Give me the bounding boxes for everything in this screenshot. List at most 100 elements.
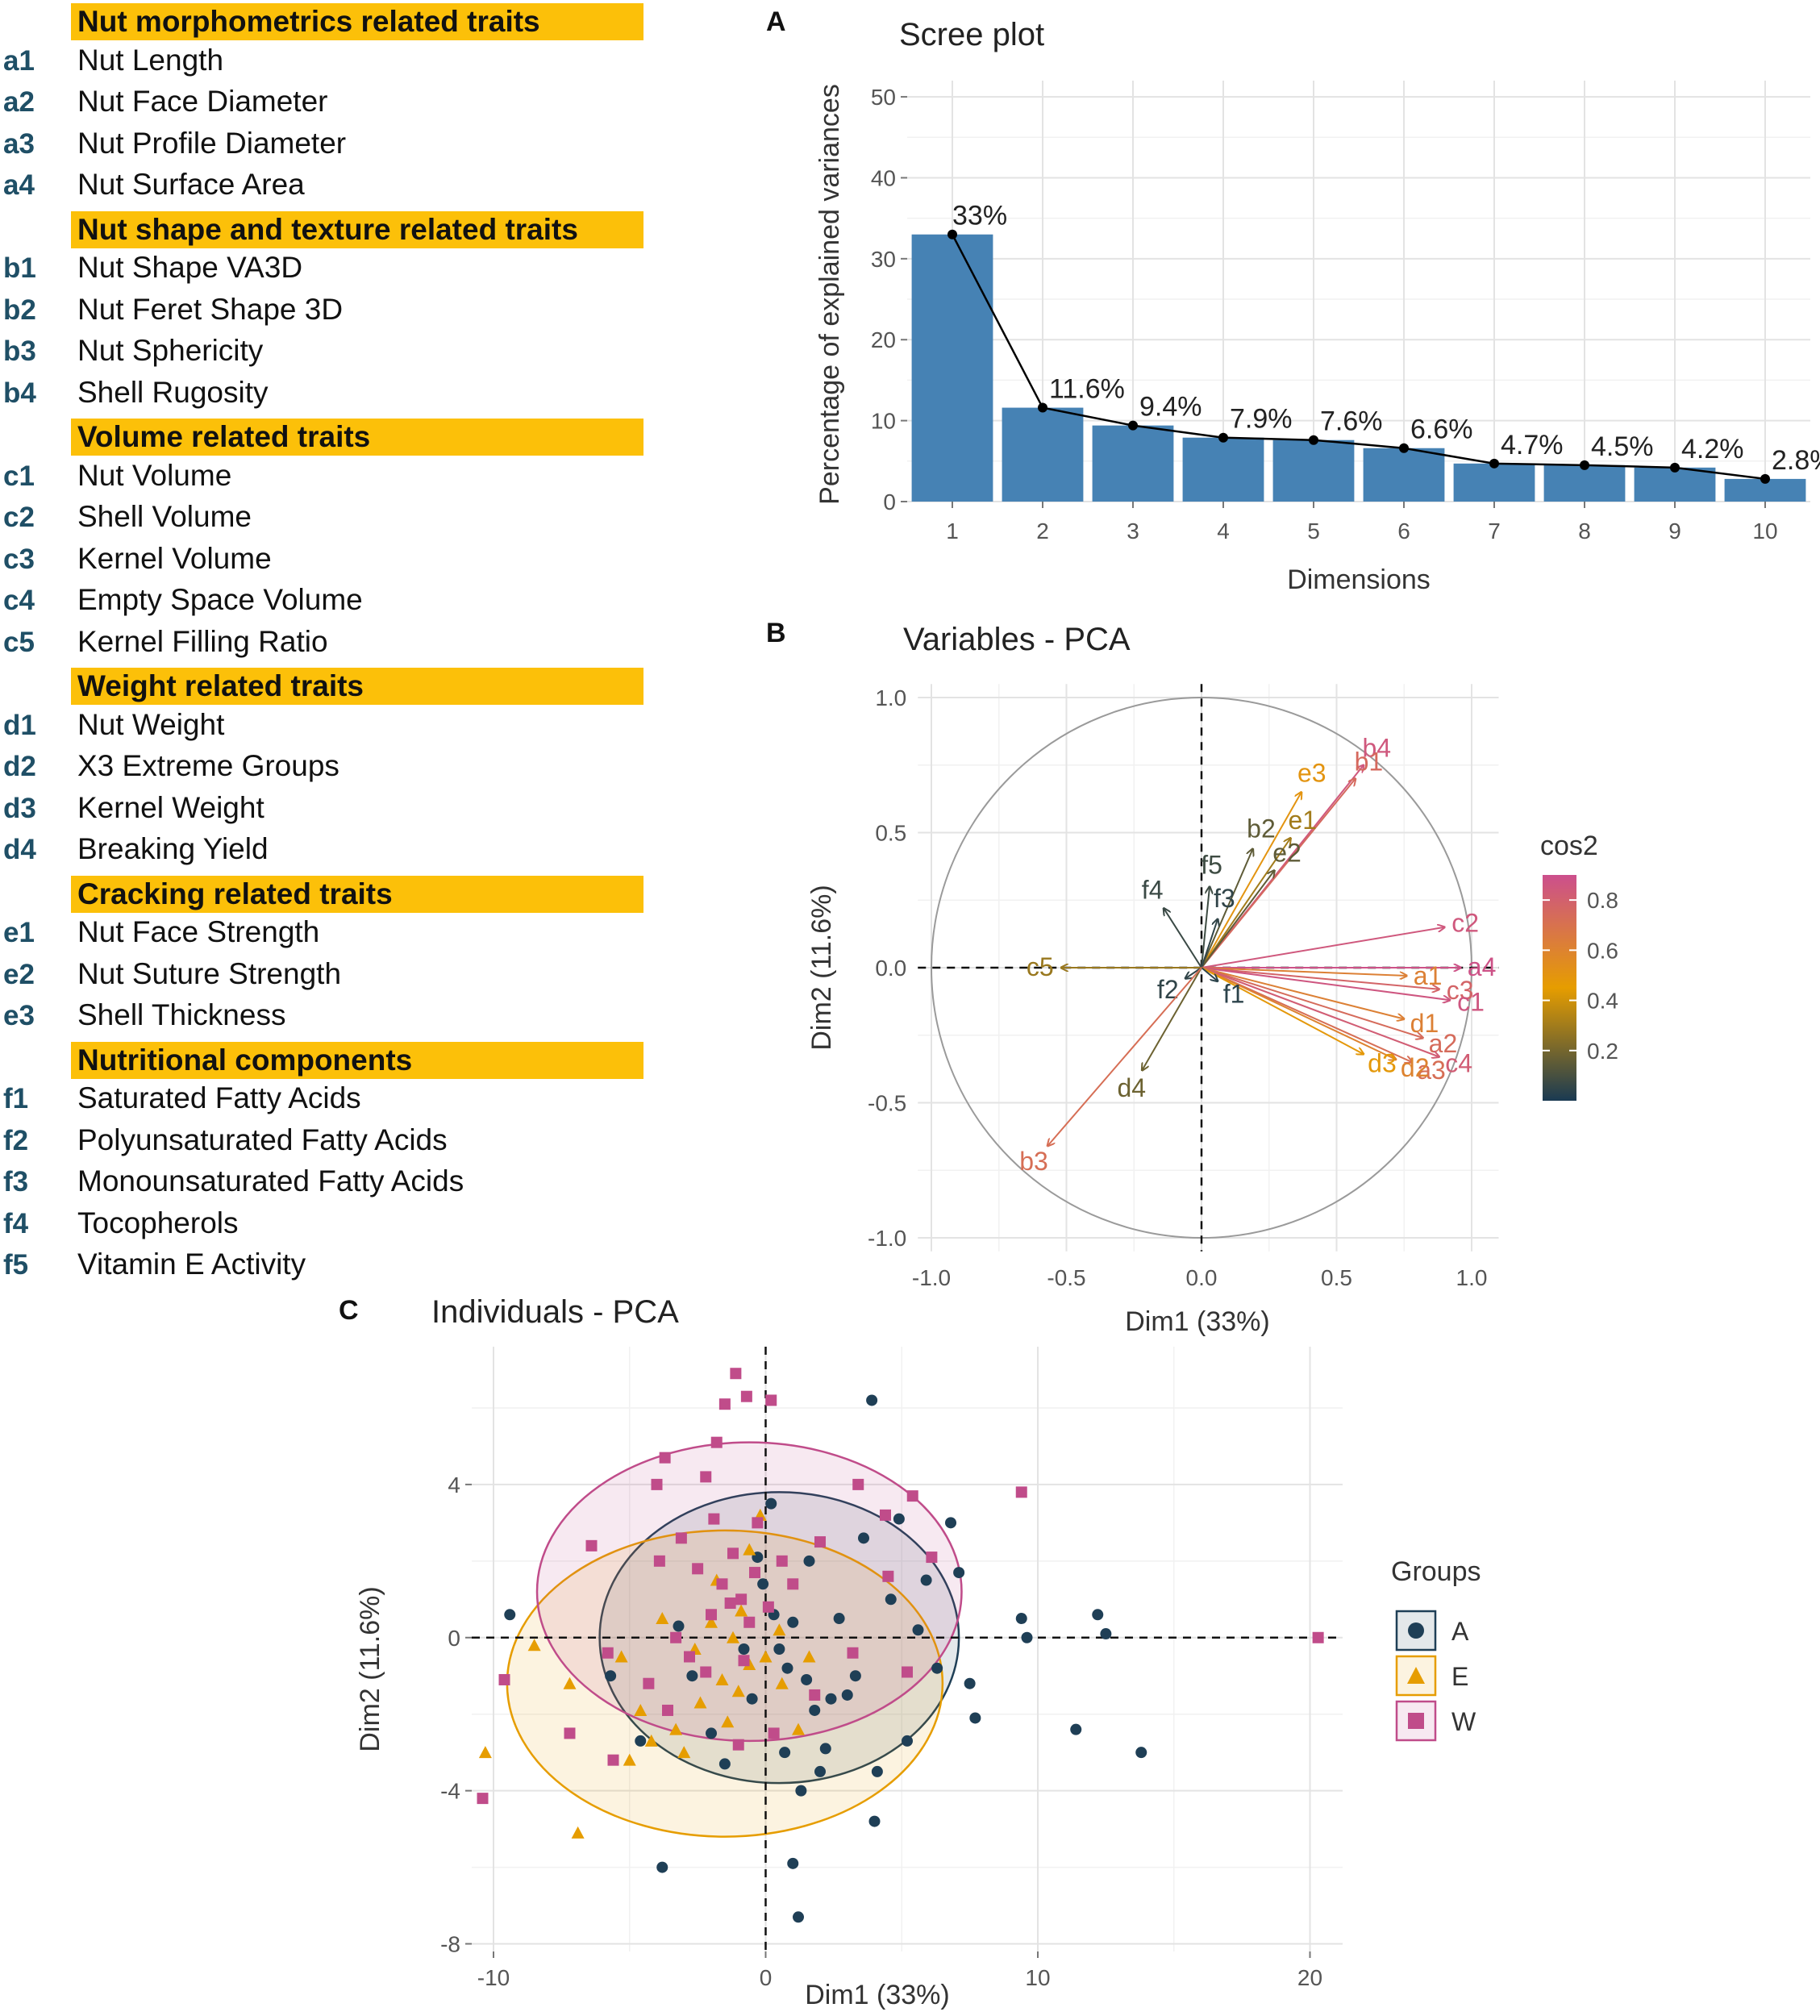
variable-label: c1 [1457,988,1485,1017]
individual-point-a [1135,1747,1147,1759]
trait-code: f1 [3,1083,29,1114]
trait-group-header-label: Nut shape and texture related traits [77,212,578,246]
x-tick-label: 10 [1752,519,1777,544]
individual-point-w [706,1609,717,1621]
individual-point-w [902,1666,913,1678]
individual-point-a [902,1735,913,1747]
variable-label: a4 [1468,952,1497,981]
individual-point-a [1100,1628,1112,1640]
trait-name: Shell Rugosity [77,375,269,409]
individual-point-e [478,1746,492,1759]
trait-code: d1 [3,709,36,741]
y-tick-label: 0 [883,489,896,514]
panel-letter-a: A [766,6,786,37]
trait-code: f2 [3,1124,29,1156]
scree-bar [1272,439,1355,502]
individual-point-w [776,1555,788,1567]
individual-point-e [721,1715,735,1728]
individual-point-w [700,1666,712,1678]
individual-point-w [477,1793,489,1805]
trait-code: a1 [3,44,35,77]
trait-name: Shell Thickness [77,998,286,1031]
panel-letter-b: B [766,618,786,648]
y-tick-label: 10 [871,409,896,434]
variable-label: d2 [1401,1053,1430,1082]
individual-point-w [710,1436,723,1448]
x-tick-label: -0.5 [1047,1265,1085,1290]
y-tick-label: 0.5 [875,821,906,846]
scree-bar [1002,407,1084,502]
trait-name: Saturated Fatty Acids [77,1081,361,1114]
individual-point-w [607,1754,619,1766]
trait-group-header-label: Cracking related traits [77,877,393,910]
individual-point-w [670,1631,682,1643]
individual-point-w [1312,1631,1324,1643]
variable-arrow [1201,792,1301,968]
individual-point-a [781,1662,793,1674]
variable-label: c5 [1027,952,1054,981]
individual-point-a [795,1785,807,1797]
trait-item: d1 Nut Weight [0,706,645,747]
scree-y-axis-label: Percentage of explained variances [814,84,845,505]
trait-name: Shell Volume [77,500,252,533]
individual-point-a [757,1578,769,1590]
y-tick-label: 30 [871,247,896,272]
individual-point-a [779,1747,791,1759]
individual-point-w [743,1616,756,1628]
trait-code: c2 [3,502,35,533]
trait-code: b1 [3,252,36,284]
variable-arrow [1201,967,1218,981]
individual-point-a [793,1911,804,1923]
trait-item: f5 Vitamin E Activity [0,1246,645,1286]
individual-point-w [882,1570,894,1582]
individual-point-a [920,1574,932,1586]
scree-bar [1453,463,1535,502]
scree-plot: A Scree plot 33% 11.6% 9.4% 7.9% 7.6% 6.6% 4.7… [766,6,1820,595]
individual-point-w [926,1552,938,1564]
variable-arrow [1201,967,1407,976]
variable-arrow [1201,967,1439,1057]
scree-bar [1634,467,1716,502]
individual-point-w [724,1597,736,1610]
trait-name: Monounsaturated Fatty Acids [77,1164,464,1198]
data-label: 11.6% [1049,374,1125,405]
individual-point-w [662,1704,673,1716]
individual-point-e [735,1604,748,1617]
variables-y-axis-label: Dim2 (11.6%) [806,885,837,1050]
trait-name: Tocopherols [77,1206,239,1239]
individual-point-w [1015,1486,1027,1498]
trait-name: Nut Sphericity [77,334,264,367]
trait-item: b4 Shell Rugosity [0,374,645,414]
trait-item: c1 Nut Volume [0,457,645,498]
trait-code: b2 [3,294,36,326]
trait-item: a4 Nut Surface Area [0,166,645,206]
individual-point-e [614,1650,628,1663]
individual-point-a [953,1567,965,1579]
individual-point-e [759,1650,773,1663]
scree-point [1580,460,1589,470]
scree-bar [1363,448,1445,502]
individual-point-w [659,1452,671,1464]
individual-point-a [504,1609,516,1621]
trait-name: Kernel Volume [77,541,272,575]
scree-point [947,229,957,240]
variable-label: b2 [1247,814,1276,843]
y-tick-label: -8 [440,1932,460,1957]
trait-group-header: Cracking related traits [71,875,643,913]
trait-name: Nut Face Strength [77,915,320,948]
individual-point-a [1021,1631,1033,1643]
trait-code: f5 [3,1249,29,1281]
variable-arrow [1201,967,1439,989]
individual-point-e [773,1623,786,1636]
individual-point-a [825,1693,837,1705]
variable-arrow [1201,927,1445,968]
variable-label: d4 [1117,1073,1146,1102]
variables-pca-plot: B Variables - PCA -1.0-1.0 -0.5 -0.5 0.0 0.0… [766,618,1618,1337]
variable-label: b1 [1355,747,1384,776]
variable-arrow [1047,967,1202,1146]
x-tick-label: 0.5 [1321,1265,1352,1290]
individual-point-a [787,1616,799,1628]
variable-label: a1 [1414,961,1443,990]
trait-item: d3 Kernel Weight [0,789,645,830]
trait-code: a3 [3,127,35,160]
